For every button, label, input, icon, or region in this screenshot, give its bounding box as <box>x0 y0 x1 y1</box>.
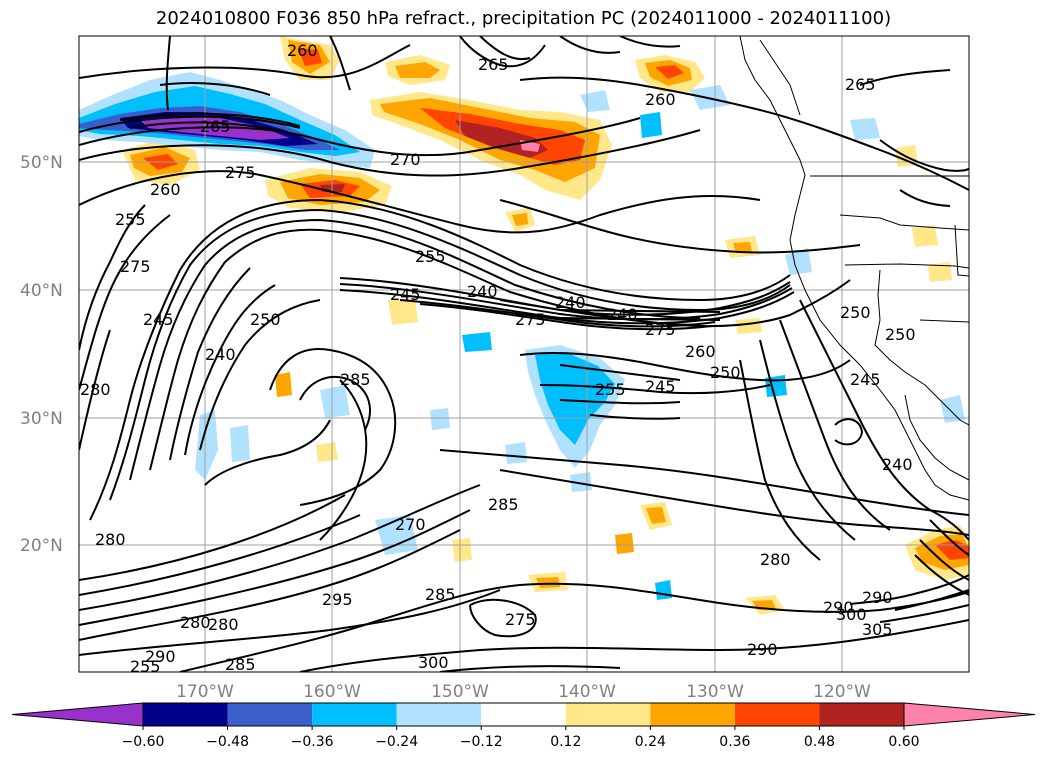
contour-label: 250 <box>840 303 871 322</box>
contour-label: 285 <box>488 495 519 514</box>
contour-label: 260 <box>150 180 181 199</box>
contour-label: 290 <box>145 647 176 666</box>
colorbar-tick-label: 0.24 <box>635 734 666 750</box>
contour-label: 275 <box>645 320 676 339</box>
colorbar-tick-label: 0.12 <box>550 734 581 750</box>
contour-label: 285 <box>425 585 456 604</box>
colorbar-tick-label: 0.48 <box>804 734 835 750</box>
contour-label: 255 <box>595 380 626 399</box>
contour-label: 290 <box>823 598 854 617</box>
colorbar-tick-label: −0.12 <box>460 734 503 750</box>
lon-label-140w: 140°W <box>558 682 616 702</box>
colorbar-frame <box>142 702 905 727</box>
colorbar-segment <box>565 703 651 726</box>
contour-label: 255 <box>115 210 146 229</box>
precip-negative-shading <box>79 72 965 600</box>
colorbar-tick-label: 0.36 <box>719 734 750 750</box>
contour-label: 300 <box>418 653 449 672</box>
colorbar: −0.60 −0.48 −0.36 −0.24 −0.12 0.12 0.24 0.36 0.4… <box>11 702 1036 750</box>
contour-label: 245 <box>143 310 174 329</box>
contour-label: 270 <box>395 515 426 534</box>
contour-label: 280 <box>760 550 791 569</box>
contour-label: 290 <box>747 640 778 659</box>
contour-label: 245 <box>850 370 881 389</box>
colorbar-segment <box>396 703 482 726</box>
contour-label: 255 <box>130 657 161 676</box>
contour-label: 300 <box>836 605 867 624</box>
contour-label: 250 <box>710 363 741 382</box>
lat-label-30n: 30°N <box>20 409 63 429</box>
contour-label: 275 <box>225 163 256 182</box>
lat-label-20n: 20°N <box>20 536 63 556</box>
colorbar-segment <box>819 703 904 726</box>
contour-label: 270 <box>390 150 421 169</box>
lon-label-130w: 130°W <box>686 682 744 702</box>
colorbar-tick-label: −0.24 <box>375 734 418 750</box>
contour-label: 260 <box>685 342 716 361</box>
refractivity-contours <box>79 36 969 672</box>
contour-label: 290 <box>862 588 893 607</box>
contour-label: 240 <box>882 455 913 474</box>
contour-label: 275 <box>120 257 151 276</box>
contour-label: 285 <box>340 370 371 389</box>
lon-label-120w: 120°W <box>813 682 871 702</box>
colorbar-tick-label: −0.60 <box>122 734 165 750</box>
contour-label: 275 <box>515 310 546 329</box>
contour-label: 280 <box>208 615 239 634</box>
coastlines <box>739 36 969 501</box>
longitude-labels: 170°W 160°W 150°W 140°W 130°W 120°W <box>176 682 871 702</box>
lat-label-50n: 50°N <box>20 153 63 173</box>
colorbar-tick-label: −0.36 <box>291 734 334 750</box>
lat-label-40n: 40°N <box>20 281 63 301</box>
contour-label: 245 <box>645 377 676 396</box>
colorbar-extend-low <box>11 702 144 727</box>
contour-label: 245 <box>390 285 421 304</box>
contour-label: 285 <box>225 655 256 674</box>
contour-label: 240 <box>205 345 236 364</box>
contour-label: 265 <box>845 75 876 94</box>
contour-label: 280 <box>180 613 211 632</box>
colorbar-segment <box>227 703 313 726</box>
colorbar-extend-high <box>903 702 1036 727</box>
chart-title: 2024010800 F036 850 hPa refract., precip… <box>155 8 892 29</box>
contour-label: 250 <box>885 325 916 344</box>
contour-label: 275 <box>505 610 536 629</box>
contour-label: 255 <box>415 247 446 266</box>
frontal-band <box>339 277 795 331</box>
colorbar-segment <box>734 703 820 726</box>
lon-label-150w: 150°W <box>431 682 489 702</box>
contour-label: 265 <box>200 117 231 136</box>
lon-label-160w: 160°W <box>303 682 361 702</box>
colorbar-tick-label: −0.48 <box>206 734 249 750</box>
contour-label: 260 <box>287 41 318 60</box>
colorbar-segment <box>650 703 735 726</box>
map-frame <box>78 35 970 673</box>
contour-label: 295 <box>322 590 353 609</box>
contour-label: 240 <box>555 293 586 312</box>
latitude-labels: 50°N 40°N 30°N 20°N <box>20 153 63 556</box>
contour-label-group: 265 260 265 265 260 275 270 255 260 255 … <box>80 41 916 676</box>
contour-label: 265 <box>478 55 509 74</box>
contour-label: 260 <box>645 90 676 109</box>
lon-label-170w: 170°W <box>176 682 234 702</box>
colorbar-segment <box>143 703 228 726</box>
contour-label: 240 <box>607 305 638 324</box>
contour-label: 240 <box>467 282 498 301</box>
contour-label: 250 <box>250 310 281 329</box>
contour-label: 280 <box>95 530 126 549</box>
colorbar-segment <box>481 703 566 726</box>
map-content: 265 260 265 265 260 275 270 255 260 255 … <box>79 36 969 676</box>
colorbar-tick-label: 0.60 <box>888 734 919 750</box>
contour-label: 280 <box>80 380 111 399</box>
contour-label: 305 <box>862 620 893 639</box>
precip-positive-shading <box>122 36 969 615</box>
colorbar-segment <box>312 703 397 726</box>
